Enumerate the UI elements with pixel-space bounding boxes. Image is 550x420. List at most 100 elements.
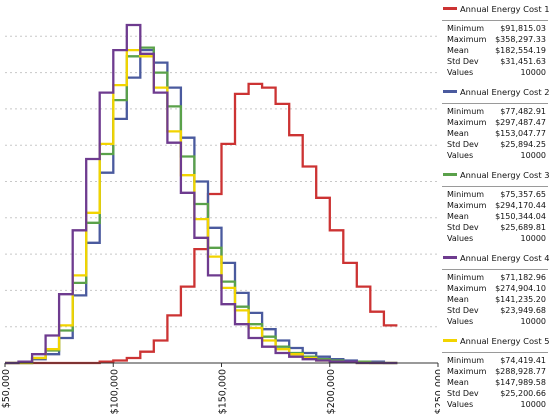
legend-entry-3: Annual Energy Cost 3 Minimum $75,357.65 Max… — [440, 168, 550, 250]
stat-label: Std Dev — [447, 223, 479, 232]
stat-value: $153,047.77 — [495, 129, 546, 138]
stat-value: $74,419.41 — [500, 356, 546, 365]
stat-value: $274,904.10 — [495, 284, 546, 293]
stat-label: Std Dev — [447, 306, 479, 315]
stat-label: Values — [447, 400, 474, 409]
stat-row-n: Values 10000 — [447, 399, 546, 410]
legend-divider — [442, 20, 548, 21]
legend-swatch — [443, 7, 457, 10]
stat-label: Mean — [447, 295, 469, 304]
stat-value: $297,487.47 — [495, 118, 546, 127]
stat-value: $23,949.68 — [500, 306, 546, 315]
stat-value: $294,170.44 — [495, 201, 546, 210]
legend-swatch — [443, 173, 457, 176]
stat-value: $25,689.81 — [500, 223, 546, 232]
legend-entry-1: Annual Energy Cost 1 Minimum $91,815.03 Max… — [440, 2, 550, 84]
stat-row-max: Maximum $294,170.44 — [447, 200, 546, 211]
legend-swatch — [443, 90, 457, 93]
stat-label: Mean — [447, 46, 469, 55]
stat-value: 10000 — [520, 234, 546, 243]
x-tick-label: $50,000 — [1, 369, 12, 408]
legend-header: Annual Energy Cost 1 — [443, 2, 550, 16]
stat-label: Maximum — [447, 284, 487, 293]
legend-series-name: Annual Energy Cost 1 — [460, 4, 550, 14]
series-line-4 — [5, 23, 398, 365]
legend-header: Annual Energy Cost 5 — [443, 334, 550, 348]
stat-label: Std Dev — [447, 140, 479, 149]
stat-value: 10000 — [520, 317, 546, 326]
legend-series-name: Annual Energy Cost 5 — [460, 336, 550, 346]
stat-label: Values — [447, 317, 474, 326]
legend-entry-5: Annual Energy Cost 5 Minimum $74,419.41 Max… — [440, 334, 550, 416]
stat-value: 10000 — [520, 151, 546, 160]
stat-label: Maximum — [447, 118, 487, 127]
stat-row-mean: Mean $182,554.19 — [447, 45, 546, 56]
stat-label: Values — [447, 151, 474, 160]
stat-row-min: Minimum $74,419.41 — [447, 355, 546, 366]
stat-value: $288,928.77 — [495, 367, 546, 376]
stat-row-sd: Std Dev $31,451.63 — [447, 56, 546, 67]
stat-row-n: Values 10000 — [447, 150, 546, 161]
x-axis-ticks: $50,000 $100,000 $150,000 $200,000 $250,000 — [1, 363, 440, 414]
stat-row-max: Maximum $288,928.77 — [447, 366, 546, 377]
legend-series-name: Annual Energy Cost 2 — [460, 87, 550, 97]
stat-value: $71,182.96 — [500, 273, 546, 282]
stat-label: Maximum — [447, 367, 487, 376]
legend-entry-4: Annual Energy Cost 4 Minimum $71,182.96 Max… — [440, 251, 550, 333]
stat-value: $31,451.63 — [500, 57, 546, 66]
legend-divider — [442, 103, 548, 104]
legend-series-name: Annual Energy Cost 4 — [460, 253, 550, 263]
series-line-2 — [5, 48, 398, 365]
series-layer — [5, 23, 398, 365]
stat-value: $150,344.04 — [495, 212, 546, 221]
stat-label: Values — [447, 234, 474, 243]
legend-divider — [442, 186, 548, 187]
stat-row-sd: Std Dev $23,949.68 — [447, 305, 546, 316]
stat-row-mean: Mean $150,344.04 — [447, 211, 546, 222]
stat-value: $182,554.19 — [495, 46, 546, 55]
stat-value: 10000 — [520, 400, 546, 409]
stat-label: Mean — [447, 212, 469, 221]
stat-value: $75,357.65 — [500, 190, 546, 199]
legend-panel: Annual Energy Cost 1 Minimum $91,815.03 Max… — [440, 0, 550, 420]
x-tick-label: $100,000 — [109, 369, 120, 414]
stat-row-max: Maximum $297,487.47 — [447, 117, 546, 128]
stat-row-mean: Mean $141,235.20 — [447, 294, 546, 305]
legend-header: Annual Energy Cost 2 — [443, 85, 550, 99]
x-tick-label: $150,000 — [218, 369, 229, 414]
histogram-chart: $50,000 $100,000 $150,000 $200,000 $250,000 — [1, 23, 440, 415]
stat-value: $77,482.91 — [500, 107, 546, 116]
x-tick-label: $250,000 — [434, 369, 440, 414]
legend-series-name: Annual Energy Cost 3 — [460, 170, 550, 180]
stat-label: Mean — [447, 129, 469, 138]
stat-value: $25,894.25 — [500, 140, 546, 149]
legend-entry-2: Annual Energy Cost 2 Minimum $77,482.91 Max… — [440, 85, 550, 167]
stat-row-min: Minimum $91,815.03 — [447, 23, 546, 34]
stat-label: Minimum — [447, 24, 485, 33]
stat-row-min: Minimum $75,357.65 — [447, 189, 546, 200]
legend-divider — [442, 269, 548, 270]
stat-row-min: Minimum $71,182.96 — [447, 272, 546, 283]
stat-label: Std Dev — [447, 57, 479, 66]
stat-value: 10000 — [520, 68, 546, 77]
stat-row-n: Values 10000 — [447, 316, 546, 327]
stat-label: Minimum — [447, 190, 485, 199]
stat-row-max: Maximum $358,297.33 — [447, 34, 546, 45]
legend-header: Annual Energy Cost 3 — [443, 168, 550, 182]
stat-label: Minimum — [447, 107, 485, 116]
stat-label: Mean — [447, 378, 469, 387]
x-tick-label: $200,000 — [326, 369, 337, 414]
stat-label: Maximum — [447, 201, 487, 210]
stat-value: $358,297.33 — [495, 35, 546, 44]
stat-row-mean: Mean $153,047.77 — [447, 128, 546, 139]
stat-label: Maximum — [447, 35, 487, 44]
series-line-1 — [5, 82, 398, 365]
stat-value: $141,235.20 — [495, 295, 546, 304]
stat-row-sd: Std Dev $25,689.81 — [447, 222, 546, 233]
stat-value: $25,200.66 — [500, 389, 546, 398]
legend-swatch — [443, 339, 457, 342]
legend-swatch — [443, 256, 457, 259]
stat-label: Minimum — [447, 273, 485, 282]
stat-value: $91,815.03 — [500, 24, 546, 33]
legend-divider — [442, 352, 548, 353]
